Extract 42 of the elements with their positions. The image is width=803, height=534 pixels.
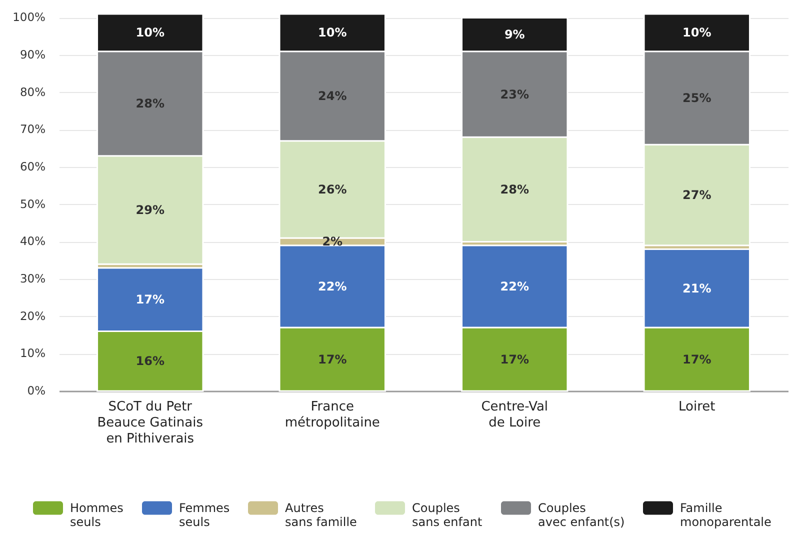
y-tick-label: 40% [20,234,46,248]
data-label: 27% [682,188,712,202]
legend-label: Femmes seuls [179,501,230,529]
y-tick-label: 90% [20,48,46,62]
x-tick-label: Centre-Val de Loire [481,400,548,430]
data-label: 17% [136,292,164,307]
data-label: 9% [504,28,525,42]
data-label: 16% [136,354,164,368]
data-label: 29% [136,202,164,217]
data-label: 17% [318,352,347,366]
y-tick-label: 100% [12,10,46,24]
x-tick-label: SCoT du Petr Beauce Gatinais en Pithiverais [97,400,204,446]
data-label: 17% [682,352,712,366]
y-tick-label: 10% [20,346,46,360]
y-tick-label: 60% [20,160,46,174]
y-tick-label: 70% [20,122,46,136]
y-tick-label: 50% [20,196,46,211]
legend-label: Couples sans enfant [412,501,482,529]
y-tick-label: 80% [20,84,46,99]
legend-label: Hommes seuls [70,501,124,529]
data-label: 24% [318,89,347,104]
data-label: 17% [500,352,529,366]
data-label: 10% [318,26,347,40]
y-tick-label: 20% [20,308,46,323]
data-label: 23% [500,87,529,102]
x-tick-label: Loiret [678,400,716,414]
y-tick-label: 30% [20,272,46,286]
data-label: 21% [682,281,712,296]
data-label: 10% [682,26,712,40]
data-label: 22% [500,279,529,294]
x-tick-label: France métropolitaine [284,400,380,430]
legend-label: Famille monoparentale [680,501,772,529]
legend-label: Autres sans famille [285,501,357,529]
data-label: 10% [136,26,164,40]
data-label: 22% [318,279,347,294]
data-label: 25% [682,90,712,105]
y-tick-label: 0% [27,384,46,398]
legend-label: Couples avec enfant(s) [538,501,625,529]
data-label: 28% [136,96,164,111]
data-label: 2% [322,234,343,249]
data-label: 26% [318,182,347,196]
data-label: 28% [500,182,529,196]
